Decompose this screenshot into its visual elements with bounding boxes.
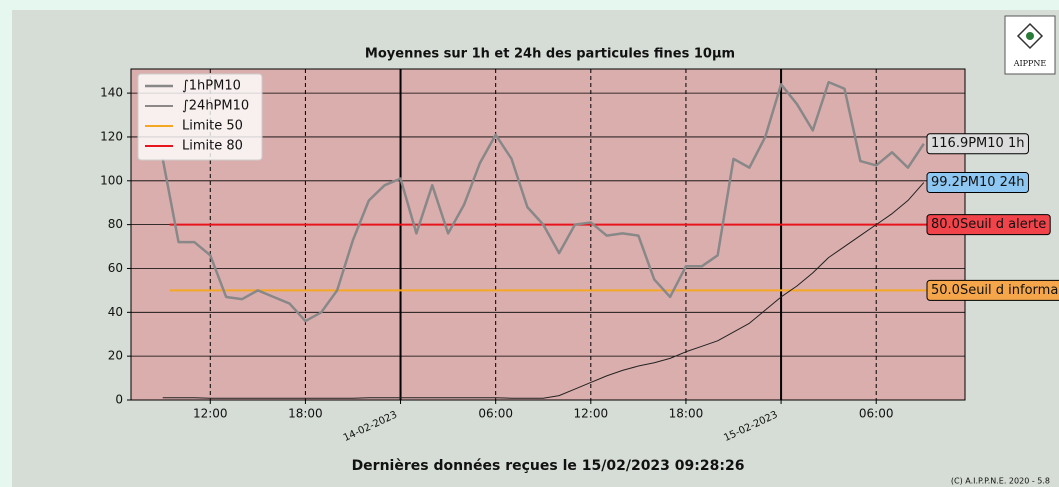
- legend-label: ∫24hPM10: [182, 99, 249, 114]
- x-axis-label: Dernières données reçues le 15/02/2023 0…: [352, 458, 745, 474]
- x-tick-label: 06:00: [859, 407, 894, 421]
- annotation-box: [926, 214, 1051, 236]
- annotation-label: 116.9PM10 1h: [931, 136, 1024, 151]
- annotation: 50.0Seuil d informa: [926, 279, 1059, 301]
- annotation-label: 80.0Seuil d alerte: [931, 217, 1046, 232]
- y-tick-label: 120: [100, 129, 123, 143]
- x-tick-label: 18:00: [669, 407, 704, 421]
- legend: ∫1hPM10 ∫24hPM10 Limite 50 Limite 80: [137, 73, 263, 161]
- y-tick-label: 100: [100, 173, 123, 187]
- y-tick-label: 40: [108, 305, 123, 319]
- x-tick-label: 06:00: [478, 407, 513, 421]
- logo-text: AIPPNE: [1013, 59, 1047, 68]
- annotation-box: [926, 133, 1029, 155]
- y-tick-label: 80: [108, 217, 123, 231]
- x-tick-label: 18:00: [288, 407, 323, 421]
- y-tick-label: 20: [108, 349, 123, 363]
- annotation-label: 99.2PM10 24h: [931, 175, 1024, 190]
- annotation-label: 50.0Seuil d informa: [931, 283, 1058, 298]
- annotation: 116.9PM10 1h: [926, 133, 1029, 155]
- y-tick-label: 140: [100, 86, 123, 100]
- annotation-box: [926, 172, 1029, 194]
- annotation: 80.0Seuil d alerte: [926, 214, 1051, 236]
- legend-label: Limite 50: [182, 119, 243, 134]
- logo-icon: [1016, 22, 1044, 50]
- data-line: [162, 182, 925, 399]
- y-tick-label: 0: [115, 393, 123, 407]
- x-tick-label: 12:00: [574, 407, 609, 421]
- y-tick-label: 60: [108, 261, 123, 275]
- annotation-box: [926, 279, 1059, 301]
- x-tick-label: 12:00: [193, 407, 228, 421]
- legend-label: ∫1hPM10: [182, 79, 241, 94]
- legend-box: [137, 73, 263, 161]
- footer: (C) A.I.P.P.N.E. 2020 - 5.8: [951, 477, 1050, 486]
- legend-label: Limite 80: [182, 139, 243, 154]
- chart-title: Moyennes sur 1h et 24h des particules fi…: [365, 47, 735, 62]
- data-line: [161, 80, 925, 323]
- annotation: 99.2PM10 24h: [926, 172, 1029, 194]
- logo-box: [1004, 15, 1056, 75]
- logo-icon: [1026, 32, 1034, 40]
